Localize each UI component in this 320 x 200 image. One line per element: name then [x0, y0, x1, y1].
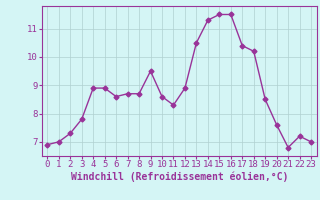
X-axis label: Windchill (Refroidissement éolien,°C): Windchill (Refroidissement éolien,°C) [70, 172, 288, 182]
